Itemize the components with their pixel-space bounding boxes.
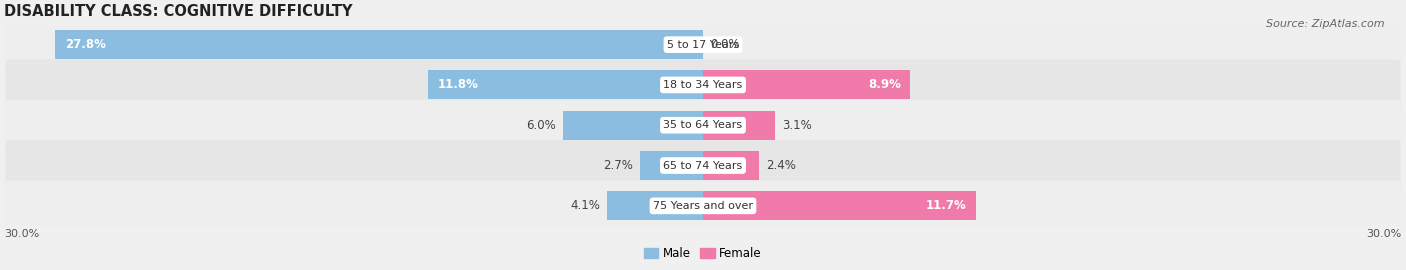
Text: 30.0%: 30.0% — [1367, 229, 1402, 239]
Legend: Male, Female: Male, Female — [640, 242, 766, 264]
FancyBboxPatch shape — [6, 100, 1400, 151]
Text: 4.1%: 4.1% — [571, 199, 600, 212]
Text: 2.4%: 2.4% — [766, 159, 796, 172]
Text: 6.0%: 6.0% — [526, 119, 557, 132]
Bar — [703, 111, 775, 140]
Text: 8.9%: 8.9% — [868, 79, 901, 92]
Text: 11.7%: 11.7% — [925, 199, 966, 212]
Text: 5 to 17 Years: 5 to 17 Years — [666, 40, 740, 50]
Text: 2.7%: 2.7% — [603, 159, 633, 172]
FancyBboxPatch shape — [6, 19, 1400, 70]
Bar — [427, 70, 703, 99]
Bar — [55, 30, 703, 59]
Text: 11.8%: 11.8% — [437, 79, 478, 92]
Bar — [703, 151, 759, 180]
Text: 3.1%: 3.1% — [782, 119, 811, 132]
Bar — [703, 70, 910, 99]
Text: DISABILITY CLASS: COGNITIVE DIFFICULTY: DISABILITY CLASS: COGNITIVE DIFFICULTY — [4, 4, 353, 19]
Text: 35 to 64 Years: 35 to 64 Years — [664, 120, 742, 130]
Bar — [564, 111, 703, 140]
Text: 18 to 34 Years: 18 to 34 Years — [664, 80, 742, 90]
Text: 27.8%: 27.8% — [65, 38, 105, 51]
Bar — [703, 191, 976, 220]
Text: 75 Years and over: 75 Years and over — [652, 201, 754, 211]
Text: 0.0%: 0.0% — [710, 38, 740, 51]
FancyBboxPatch shape — [6, 60, 1400, 110]
Text: 65 to 74 Years: 65 to 74 Years — [664, 161, 742, 171]
Bar — [640, 151, 703, 180]
Bar — [607, 191, 703, 220]
FancyBboxPatch shape — [6, 140, 1400, 191]
Text: 30.0%: 30.0% — [4, 229, 39, 239]
Text: Source: ZipAtlas.com: Source: ZipAtlas.com — [1267, 19, 1385, 29]
FancyBboxPatch shape — [6, 180, 1400, 231]
